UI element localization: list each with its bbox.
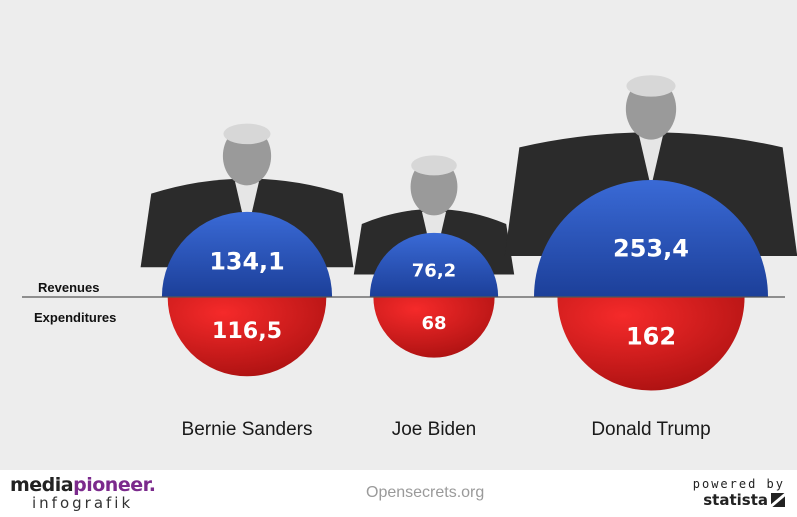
brand-subtitle: infografik <box>32 494 134 512</box>
chart-area: 134,1 116,5 Bernie Sanders 76,2 68 Joe Biden 2… <box>0 0 797 470</box>
legend-expenditures: Expenditures <box>34 310 116 325</box>
expenditure-semicircle-donald-trump <box>557 297 745 391</box>
chart-marks: 134,1 116,5 Bernie Sanders 76,2 68 Joe Biden 2… <box>161 180 768 440</box>
category-label-bernie-sanders: Bernie Sanders <box>182 419 313 440</box>
expenditure-semicircle-bernie-sanders <box>167 297 327 377</box>
source-label: Opensecrets.org <box>366 484 485 501</box>
revenue-semicircle-donald-trump <box>534 180 768 297</box>
brand-name: mediapioneer. <box>10 474 156 496</box>
expenditure-value-donald-trump: 162 <box>626 323 676 351</box>
statista-wordmark: statista <box>703 491 768 509</box>
revenue-value-bernie-sanders: 134,1 <box>209 248 284 276</box>
revenue-semicircle-joe-biden <box>369 232 499 297</box>
statista-logo-icon <box>771 493 785 507</box>
legend-revenues: Revenues <box>38 280 99 295</box>
expenditure-value-joe-biden: 68 <box>421 313 446 334</box>
revenue-value-joe-biden: 76,2 <box>412 260 456 281</box>
powered-by-label: powered by <box>692 477 785 491</box>
chart-svg: 134,1 116,5 Bernie Sanders 76,2 68 Joe Biden 2… <box>22 75 797 440</box>
footer: mediapioneer. infografik Opensecrets.org… <box>0 470 797 517</box>
mediapioneer-logo: mediapioneer. infografik <box>10 474 156 512</box>
expenditure-value-bernie-sanders: 116,5 <box>212 318 282 344</box>
powered-by-statista: powered by statista <box>693 478 785 509</box>
category-label-donald-trump: Donald Trump <box>591 419 710 440</box>
category-label-joe-biden: Joe Biden <box>392 419 477 440</box>
revenue-semicircle-bernie-sanders <box>161 211 333 297</box>
expenditure-semicircle-joe-biden <box>373 297 495 358</box>
revenue-value-donald-trump: 253,4 <box>613 234 689 262</box>
